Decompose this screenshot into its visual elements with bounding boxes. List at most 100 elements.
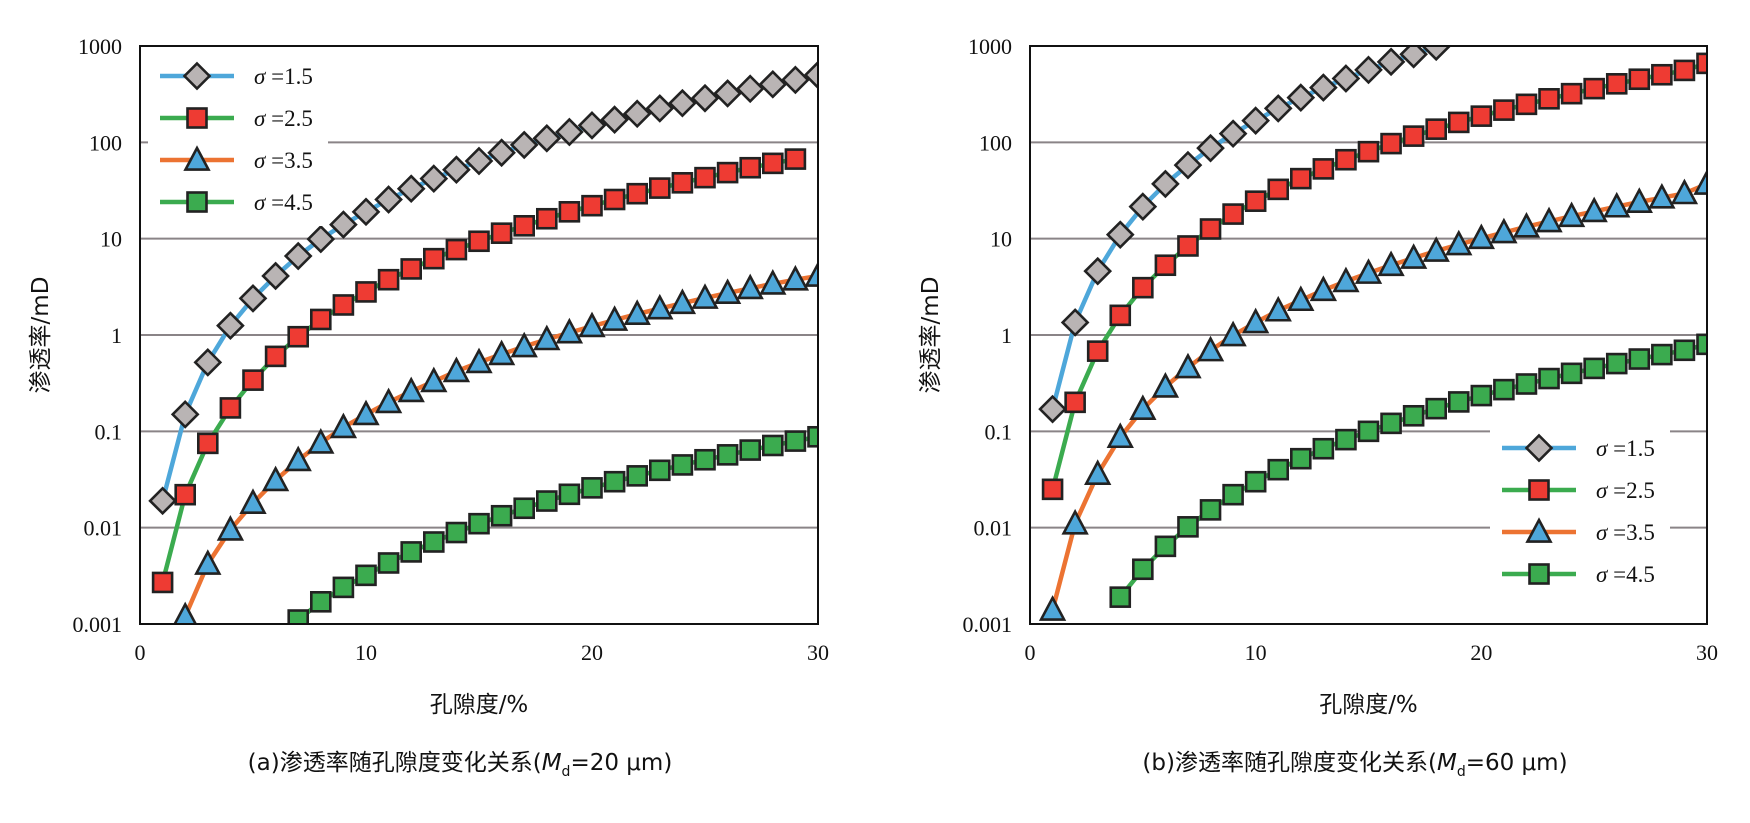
data-point: [713, 278, 742, 305]
data-point: [736, 273, 764, 300]
data-point: [1696, 52, 1707, 75]
data-point: [1083, 256, 1113, 286]
data-point: [558, 201, 581, 223]
data-point: [468, 230, 490, 253]
data-point: [1177, 516, 1199, 538]
data-point: [622, 99, 652, 129]
legend-marker: [1528, 479, 1550, 501]
data-point: [1105, 220, 1135, 250]
data-point: [1064, 391, 1086, 414]
data-point: [603, 188, 626, 211]
data-point: [1331, 64, 1361, 93]
data-point: [1199, 218, 1222, 240]
data-point: [1628, 348, 1651, 370]
data-point: [442, 356, 471, 383]
x-axis-title: 孔隙度/%: [1319, 692, 1418, 718]
legend: σ =1.5 σ =2.5 σ =3.5 σ =4.5: [148, 52, 328, 226]
data-point: [1263, 94, 1293, 123]
data-point: [1425, 118, 1447, 140]
data-point: [694, 166, 716, 189]
legend-background: [148, 52, 328, 226]
data-point: [1651, 63, 1673, 86]
data-point: [1199, 499, 1222, 521]
series-markers-4: [287, 425, 818, 624]
y-tick-label: 0.1: [95, 419, 123, 444]
data-point: [1535, 206, 1563, 233]
data-point: [306, 224, 336, 254]
data-point: [1515, 373, 1538, 395]
data-point: [668, 88, 697, 118]
data-point: [509, 130, 539, 160]
legend-marker: [183, 145, 211, 171]
data-point: [739, 439, 762, 461]
data-point: [532, 124, 562, 153]
data-point: [1354, 258, 1383, 284]
data-point: [148, 486, 177, 516]
series-markers-1: [148, 60, 818, 516]
data-point: [713, 79, 742, 108]
data-point: [1380, 412, 1402, 435]
data-point: [581, 194, 603, 217]
data-point: [1422, 236, 1450, 262]
data-point: [761, 152, 784, 175]
data-point: [1264, 295, 1292, 322]
data-point: [759, 269, 787, 295]
data-point: [422, 247, 445, 270]
data-point: [490, 504, 513, 527]
x-tick-label: 30: [1696, 640, 1718, 665]
data-point: [510, 331, 538, 358]
x-tick-label: 10: [355, 640, 377, 665]
data-point: [578, 311, 606, 338]
data-point: [238, 284, 268, 313]
data-point: [668, 288, 697, 315]
y-tick-label: 100: [979, 130, 1012, 155]
data-point: [1538, 367, 1560, 390]
data-point: [1222, 483, 1244, 506]
data-point: [1603, 191, 1631, 218]
data-point: [1583, 357, 1605, 380]
data-point: [1470, 105, 1493, 127]
data-point: [1218, 119, 1248, 149]
plot-frame: [1029, 45, 1708, 625]
data-point: [1267, 178, 1290, 201]
x-tick-label: 10: [1245, 640, 1267, 665]
data-point: [1335, 428, 1357, 451]
data-point: [1580, 196, 1608, 223]
y-tick-label: 10: [990, 227, 1012, 252]
data-point: [377, 552, 400, 574]
data-point: [1222, 203, 1244, 225]
data-point: [1648, 182, 1676, 209]
data-point: [1357, 140, 1380, 163]
data-point: [287, 609, 310, 624]
data-point: [555, 117, 584, 147]
chart-panel-b: 0.001 0.01 0.1 1 10 100 1000 0 10 20 30 σ =1.5 σ =2.…: [918, 34, 1718, 780]
chart-panel-a: 0.001 0.01 0.1 1 10 100 1000 0 10 20 30 σ =1.5 σ =2.…: [28, 34, 829, 780]
data-point: [716, 161, 739, 184]
data-point: [555, 317, 584, 344]
plot-area: [148, 60, 818, 624]
data-point: [671, 454, 694, 476]
data-point: [283, 241, 313, 271]
data-point: [1625, 187, 1653, 213]
data-point: [1467, 223, 1495, 250]
data-point: [442, 155, 471, 185]
data-point: [422, 531, 445, 553]
data-point: [1673, 339, 1696, 362]
data-point: [261, 261, 290, 291]
data-point: [1128, 192, 1158, 221]
data-point: [1154, 535, 1177, 558]
data-point: [623, 299, 651, 325]
y-tick-label: 0.01: [974, 516, 1013, 541]
data-point: [1106, 422, 1134, 449]
data-point: [533, 324, 561, 351]
data-point: [355, 281, 377, 303]
data-point: [758, 69, 788, 99]
data-point: [1129, 394, 1157, 421]
data-point: [400, 258, 423, 280]
data-point: [352, 399, 380, 426]
data-point: [1357, 420, 1380, 443]
data-point: [1560, 82, 1583, 105]
data-point: [1447, 391, 1470, 413]
data-point: [1287, 285, 1315, 312]
data-point: [1286, 83, 1316, 112]
